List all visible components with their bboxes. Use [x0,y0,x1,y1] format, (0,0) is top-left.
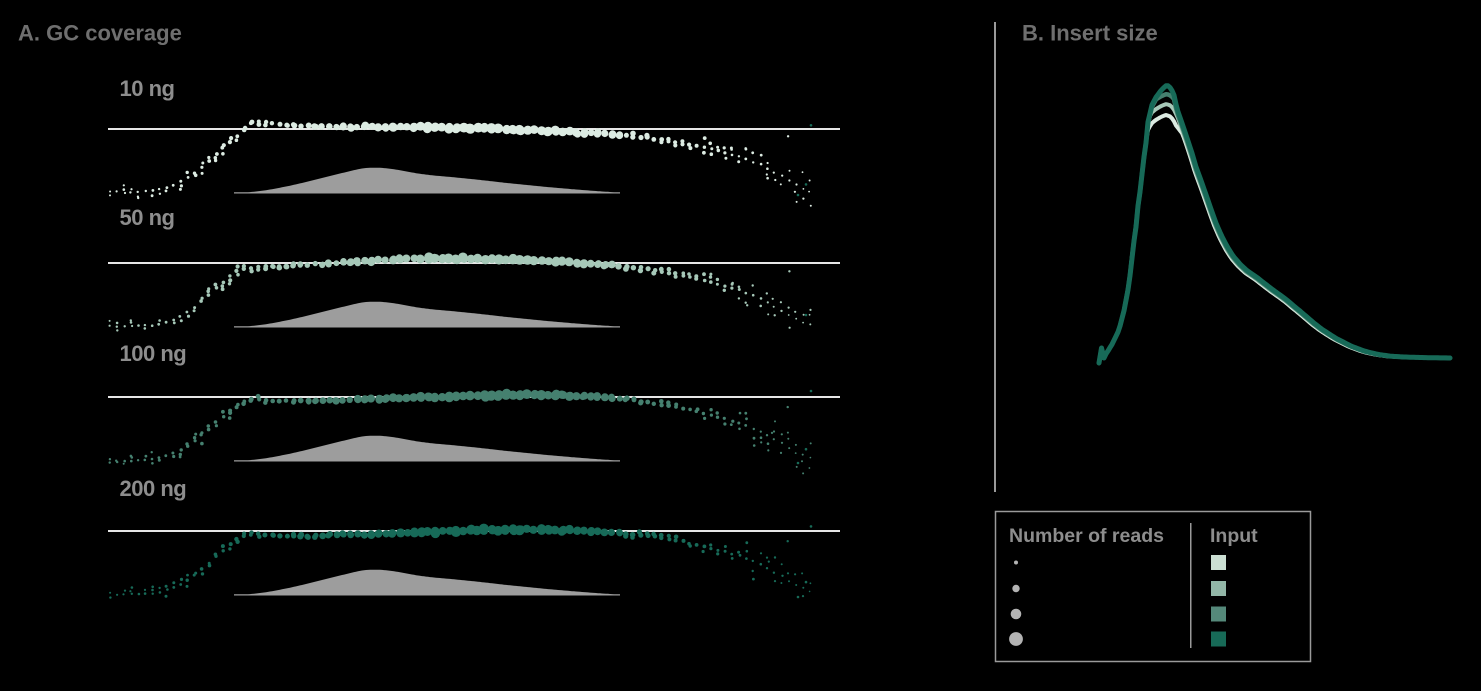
svg-text:A. GC coverage: A. GC coverage [18,21,182,46]
svg-text:B. Insert size: B. Insert size [1022,21,1158,46]
svg-text:50 ng: 50 ng [120,205,175,230]
svg-text:Input: Input [1210,525,1258,547]
svg-text:10 ng: 10 ng [120,76,175,101]
svg-text:100 ng: 100 ng [120,341,187,366]
svg-text:200 ng: 200 ng [120,476,187,501]
svg-text:Number of reads: Number of reads [1009,525,1164,547]
